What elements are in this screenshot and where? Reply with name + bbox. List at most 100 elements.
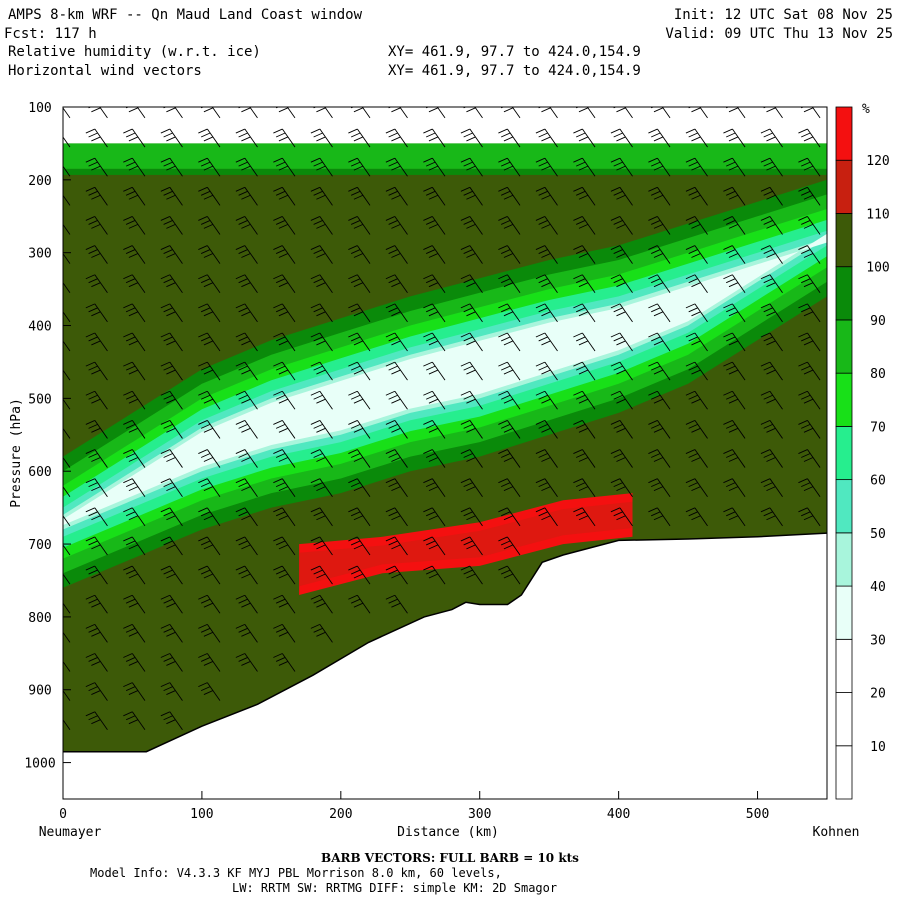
field-name-wind: Horizontal wind vectors	[8, 63, 202, 79]
wind-barb	[123, 419, 146, 439]
y-tick-label: 900	[28, 684, 51, 699]
wind-barb	[273, 216, 296, 235]
wind-barb	[498, 419, 521, 439]
wind-barb	[498, 507, 521, 527]
colorbar-label: 30	[870, 633, 886, 648]
colorbar-swatch	[835, 266, 853, 321]
wind-barb	[535, 216, 558, 235]
wind-barb	[160, 653, 183, 672]
wind-barb	[85, 419, 108, 439]
wind-barb	[310, 536, 333, 556]
x-left-station: Neumayer	[39, 825, 102, 840]
y-tick-label: 200	[28, 174, 51, 189]
colorbar-swatch	[835, 585, 853, 640]
wind-barb	[198, 623, 221, 643]
wind-barb	[385, 536, 408, 556]
wind-barb	[760, 361, 783, 381]
wind-barb	[535, 390, 558, 410]
wind-barb	[198, 507, 221, 527]
wind-barb	[235, 186, 258, 206]
wind-barb	[348, 449, 371, 468]
wind-barb	[198, 186, 221, 206]
wind-barb	[310, 274, 333, 294]
wind-barb	[385, 507, 408, 527]
wind-barb	[648, 478, 671, 497]
wind-barb	[63, 456, 71, 468]
wind-barb	[498, 303, 521, 323]
wind-barb	[63, 486, 71, 497]
wind-barb	[160, 245, 183, 264]
wind-barb	[423, 565, 446, 585]
wind-barb	[385, 565, 408, 585]
wind-barb	[385, 361, 408, 381]
wind-barb	[385, 478, 408, 497]
wind-barb	[348, 303, 371, 323]
wind-barb	[385, 390, 408, 410]
wind-barb	[85, 186, 108, 206]
wind-barb	[85, 274, 108, 294]
wind-barb	[723, 478, 746, 497]
wind-barb	[760, 157, 783, 177]
wind-barb	[63, 544, 71, 556]
wind-barb	[160, 507, 183, 527]
wind-barb	[198, 128, 221, 148]
wind-barb	[610, 274, 633, 294]
wind-barb	[198, 332, 221, 352]
wind-barb	[723, 361, 746, 381]
forecast-hour: Fcst: 117 h	[4, 26, 97, 42]
colorbar-label: 120	[866, 154, 889, 169]
wind-barb	[535, 507, 558, 527]
wind-barb	[123, 565, 146, 585]
upper-moist-strip	[63, 143, 827, 169]
wind-barb	[535, 478, 558, 497]
wind-barb	[460, 274, 483, 294]
wind-barb	[85, 536, 108, 556]
colorbar-swatch	[835, 106, 853, 161]
wind-barb	[498, 186, 521, 206]
colorbar-swatch	[835, 213, 853, 268]
colorbar-swatch	[835, 425, 853, 481]
wind-barb	[423, 186, 446, 206]
x-axis-label: Distance (km)	[397, 825, 499, 840]
wind-barb	[348, 507, 371, 527]
wind-barb	[63, 631, 71, 643]
wind-barb	[423, 507, 446, 527]
wind-barb	[723, 216, 746, 235]
y-axis-label: Pressure (hPa)	[9, 398, 24, 508]
wind-barb	[573, 419, 596, 439]
wind-barb	[535, 419, 558, 439]
wind-barb	[85, 565, 108, 585]
wind-barb	[423, 245, 446, 264]
wind-barb	[310, 390, 333, 410]
y-tick-label: 600	[28, 465, 51, 480]
wind-barb	[460, 157, 483, 177]
wind-barb	[85, 361, 108, 381]
wind-barb	[798, 186, 821, 206]
wind-barb	[160, 565, 183, 585]
upper-dry-layer	[63, 107, 827, 144]
wind-barb	[85, 478, 108, 497]
wind-barb	[310, 332, 333, 352]
wind-barb	[63, 427, 71, 439]
wind-barb	[235, 157, 258, 177]
wind-barb	[85, 216, 108, 235]
wind-barb	[273, 128, 296, 148]
wind-barb	[273, 361, 296, 381]
terrain-line	[63, 532, 827, 753]
wind-barb	[85, 390, 108, 410]
wind-barb	[310, 361, 333, 381]
colorbar-label: 70	[870, 420, 886, 435]
wind-barb	[573, 186, 596, 206]
wind-barb	[198, 565, 221, 585]
wind-barb	[123, 274, 146, 294]
wind-barb	[535, 245, 558, 264]
wind-barb	[63, 194, 71, 206]
x-axis: 0 100 200 300 400 500	[59, 791, 769, 822]
wind-barb	[460, 536, 483, 556]
wind-barb	[498, 449, 521, 468]
wind-barb	[63, 689, 71, 701]
wind-barb	[535, 186, 558, 206]
wind-barb	[423, 332, 446, 352]
wind-barb	[273, 245, 296, 264]
wind-barb	[85, 303, 108, 323]
